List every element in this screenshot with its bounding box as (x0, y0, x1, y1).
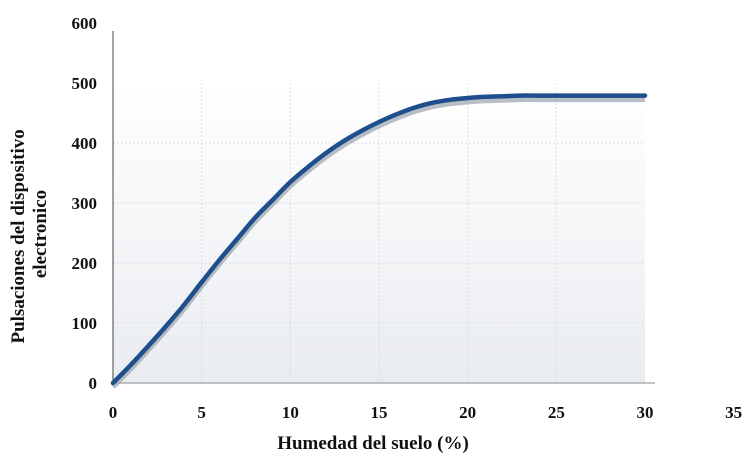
x-tick-label: 30 (637, 403, 654, 422)
series-line (110, 93, 648, 386)
y-tick-label: 500 (72, 74, 98, 93)
x-tick-labels: 0 5 10 15 20 25 30 35 (109, 403, 742, 422)
y-tick-label: 300 (72, 194, 98, 213)
y-tick-label: 400 (72, 134, 98, 153)
y-tick-label: 100 (72, 314, 98, 333)
series-layer (110, 93, 648, 389)
y-axis-title-line-2: electronico (30, 190, 51, 278)
y-axis-title: Pulsaciones del dispositivo electronico (8, 124, 51, 343)
x-tick-label: 20 (459, 403, 476, 422)
y-tick-label: 200 (72, 254, 98, 273)
x-tick-label: 15 (371, 403, 388, 422)
grid (113, 83, 645, 383)
x-tick-label: 0 (109, 403, 118, 422)
x-tick-label: 5 (197, 403, 206, 422)
axes (112, 31, 655, 384)
y-tick-labels: 0 100 200 300 400 500 600 (72, 14, 98, 393)
x-tick-label: 35 (725, 403, 742, 422)
y-axis-title-line-1: Pulsaciones del dispositivo (8, 129, 29, 343)
y-tick-label: 600 (72, 14, 98, 33)
x-tick-label: 10 (282, 403, 299, 422)
x-tick-label: 25 (548, 403, 565, 422)
y-tick-label: 0 (89, 374, 98, 393)
series-line-shadow (111, 97, 645, 389)
x-axis-title: Humedad del suelo (%) (277, 433, 469, 454)
